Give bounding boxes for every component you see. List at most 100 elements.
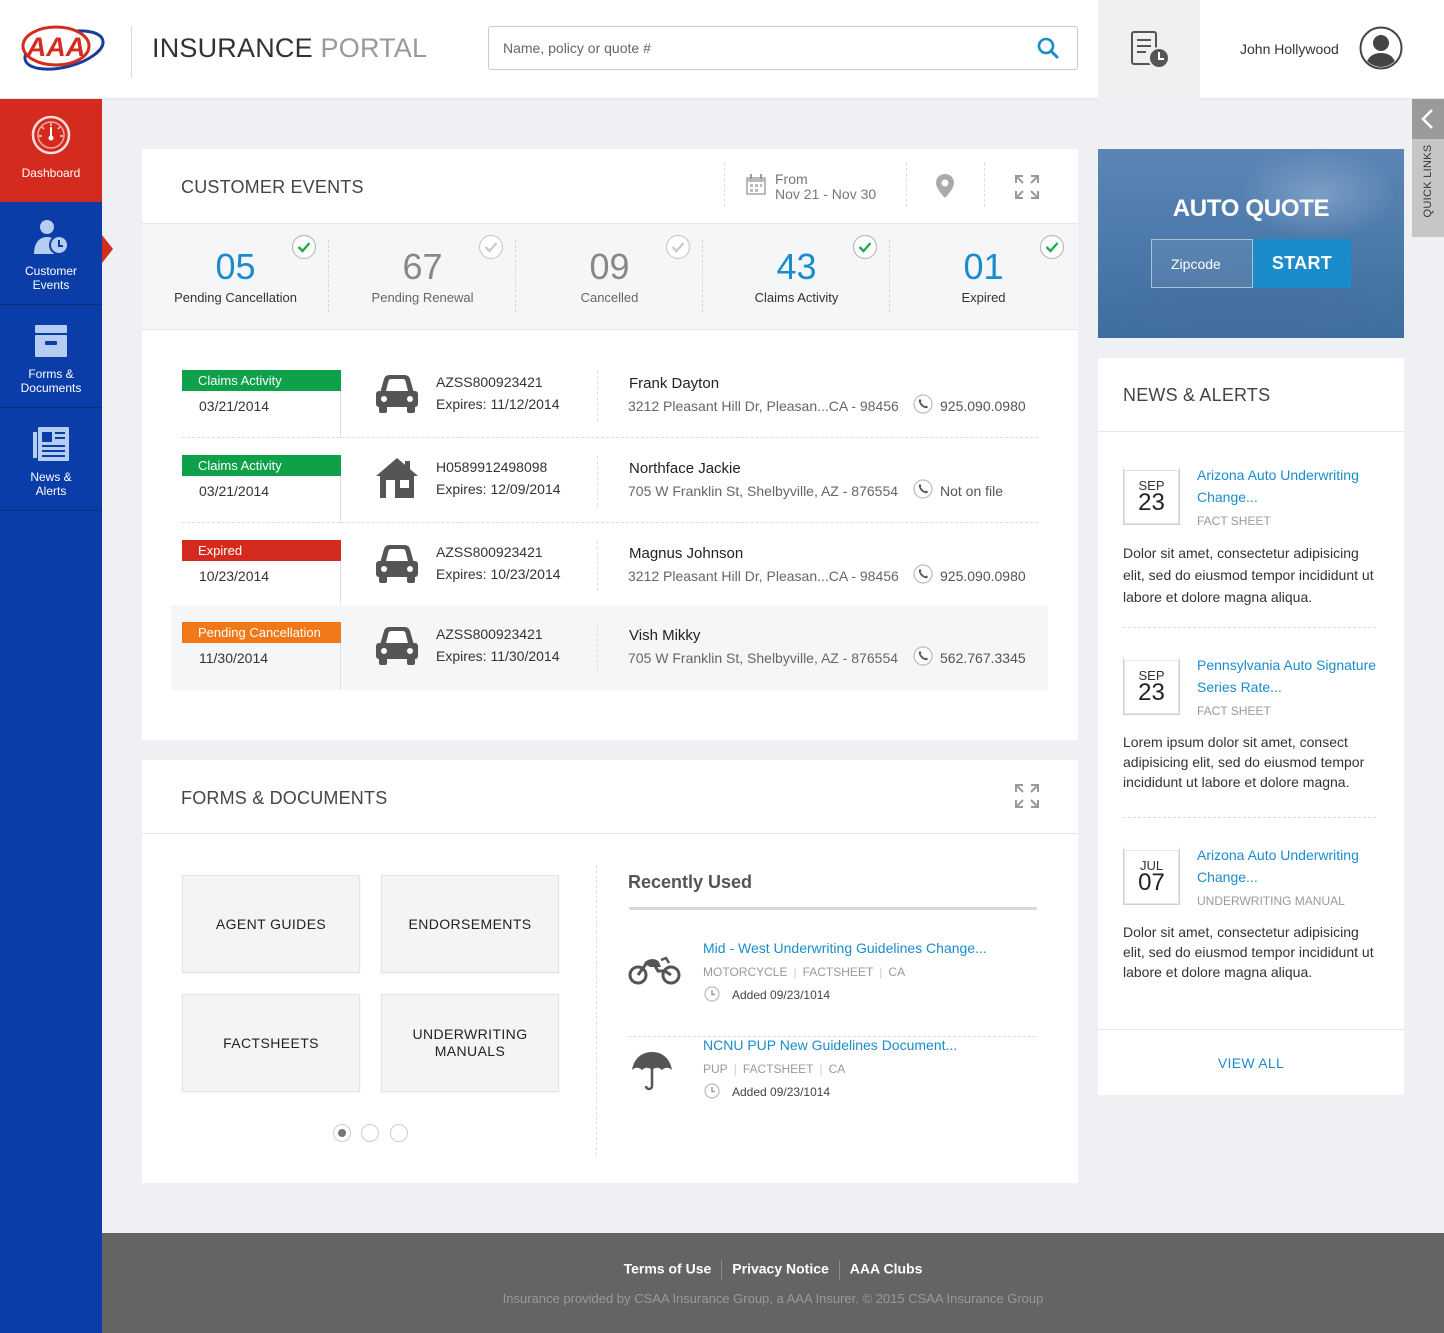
news-tag: UNDERWRITING MANUAL	[1197, 894, 1345, 908]
title-strong: INSURANCE	[152, 33, 313, 63]
user-name[interactable]: John Hollywood	[1240, 41, 1339, 57]
check-circle-icon[interactable]	[291, 234, 317, 260]
motorcycle-icon	[628, 954, 682, 994]
search-box[interactable]	[488, 26, 1078, 70]
carousel-dot[interactable]	[390, 1124, 408, 1142]
sidebar-item-customer-events[interactable]: Customer Events	[0, 202, 102, 305]
tag: FACTSHEET	[742, 1062, 814, 1076]
check-circle-icon[interactable]	[1039, 234, 1065, 260]
tag-separator: |	[793, 965, 797, 979]
recently-used-title: Recently Used	[628, 872, 753, 892]
footer-link-terms[interactable]: Terms of Use	[623, 1260, 712, 1277]
stat-number: 01	[963, 246, 1004, 287]
title-light: PORTAL	[320, 33, 428, 63]
policy-number[interactable]: AZSS800923421	[436, 374, 543, 390]
row-divider	[340, 476, 341, 523]
customer-name[interactable]: Frank Dayton	[629, 375, 720, 392]
carousel-dot[interactable]	[361, 1124, 379, 1142]
date-day: 23	[1138, 489, 1165, 516]
tile-agent-guides[interactable]: AGENT GUIDES	[182, 875, 360, 973]
expand-icon[interactable]	[1014, 174, 1040, 200]
row-divider	[597, 623, 598, 673]
panel-title: CUSTOMER EVENTS	[181, 177, 364, 197]
customer-phone[interactable]: 925.090.0980	[940, 568, 1026, 584]
search-input[interactable]	[503, 27, 1023, 69]
check-circle-icon[interactable]	[852, 234, 878, 260]
row-divider	[340, 643, 341, 690]
row-separator	[628, 1036, 1036, 1037]
view-all-link[interactable]: VIEW ALL	[1217, 1055, 1285, 1071]
event-row[interactable]: Expired 10/23/2014 AZSS800923421 Expires…	[182, 523, 1038, 608]
policy-number[interactable]: AZSS800923421	[436, 626, 543, 642]
stat-claims-activity[interactable]: 43 Claims Activity	[703, 224, 890, 330]
check-circle-icon[interactable]	[665, 234, 691, 260]
quick-links-tab[interactable]: QUICK LINKS	[1412, 99, 1444, 237]
stat-pending-renewal[interactable]: 67 Pending Renewal	[329, 224, 516, 330]
event-row[interactable]: Pending Cancellation 11/30/2014 AZSS8009…	[171, 605, 1048, 690]
news-title[interactable]: Arizona Auto Underwriting Change...	[1197, 847, 1359, 885]
search-icon[interactable]	[1037, 37, 1059, 59]
tile-underwriting-manuals[interactable]: UNDERWRITING MANUALS	[381, 994, 559, 1092]
event-row[interactable]: Claims Activity 03/21/2014 H058991249809…	[182, 438, 1038, 523]
tag-separator: |	[733, 1062, 737, 1076]
tile-endorsements[interactable]: ENDORSEMENTS	[381, 875, 559, 973]
news-title[interactable]: Pennsylvania Auto Signature Series Rate.…	[1197, 657, 1377, 695]
tile-factsheets[interactable]: FACTSHEETS	[182, 994, 360, 1092]
sidebar-item-dashboard[interactable]: Dashboard	[0, 99, 102, 202]
customer-phone[interactable]: 925.090.0980	[940, 398, 1026, 414]
customer-phone[interactable]: 562.767.3345	[940, 650, 1026, 666]
status-badge: Expired	[182, 540, 341, 561]
footer-link-clubs[interactable]: AAA Clubs	[849, 1260, 923, 1277]
customer-name[interactable]: Northface Jackie	[629, 460, 741, 477]
recent-item-added: Added 09/23/1014	[732, 1085, 831, 1099]
recent-item[interactable]: Mid - West Underwriting Guidelines Chang…	[628, 940, 1038, 1037]
location-pin-icon[interactable]	[934, 173, 956, 199]
footer-link-privacy[interactable]: Privacy Notice	[732, 1260, 829, 1277]
stat-expired[interactable]: 01 Expired	[890, 224, 1077, 330]
tag: CA	[828, 1062, 846, 1076]
row-divider	[340, 391, 341, 438]
customer-name[interactable]: Vish Mikky	[629, 627, 701, 644]
avatar-icon[interactable]	[1359, 26, 1403, 70]
customer-name[interactable]: Magnus Johnson	[629, 545, 744, 562]
tag: CA	[888, 965, 906, 979]
calendar-icon[interactable]	[745, 174, 767, 196]
customer-address: 705 W Franklin St, Shelbyville, AZ - 876…	[628, 650, 899, 666]
phone-icon	[913, 564, 933, 584]
recent-activity-button[interactable]	[1098, 0, 1200, 99]
start-quote-button[interactable]: START	[1253, 239, 1351, 288]
stat-label: Cancelled	[580, 290, 639, 305]
stat-pending-cancellation[interactable]: 05 Pending Cancellation	[142, 224, 329, 330]
sidebar-item-news-alerts[interactable]: News & Alerts	[0, 408, 102, 511]
recent-item-title[interactable]: NCNU PUP New Guidelines Document...	[703, 1037, 958, 1053]
policy-number[interactable]: H0589912498098	[436, 459, 548, 475]
recent-item[interactable]: NCNU PUP New Guidelines Document... PUP |…	[628, 1037, 1038, 1134]
status-badge: Pending Cancellation	[182, 622, 341, 643]
top-header: AAA INSURANCE PORTAL John Hollywood	[0, 0, 1444, 99]
date-from-label: From	[775, 171, 808, 187]
event-row[interactable]: Claims Activity 03/21/2014 AZSS800923421…	[182, 353, 1038, 438]
carousel-dot-active[interactable]	[333, 1124, 351, 1142]
date-range-value[interactable]: Nov 21 - Nov 30	[775, 186, 877, 202]
date-badge: SEP 23	[1123, 656, 1180, 715]
sidebar-item-forms-documents[interactable]: Forms & Documents	[0, 305, 102, 408]
row-divider	[340, 561, 341, 608]
aaa-logo[interactable]: AAA	[20, 20, 112, 80]
policy-number[interactable]: AZSS800923421	[436, 544, 543, 560]
car-icon	[374, 371, 420, 415]
stat-cancelled[interactable]: 09 Cancelled	[516, 224, 703, 330]
news-title[interactable]: Arizona Auto Underwriting Change...	[1197, 467, 1359, 505]
auto-quote-title: AUTO QUOTE	[1172, 195, 1330, 222]
expand-icon[interactable]	[1014, 783, 1040, 809]
policy-expiry: Expires: 10/23/2014	[436, 566, 561, 582]
news-tag: FACT SHEET	[1197, 704, 1271, 718]
check-circle-icon[interactable]	[478, 234, 504, 260]
zipcode-input[interactable]	[1151, 239, 1253, 288]
news-body: Lorem ipsum dolor sit amet, consect adip…	[1123, 734, 1365, 790]
chevron-left-icon[interactable]	[1412, 99, 1444, 139]
policy-expiry: Expires: 11/12/2014	[436, 396, 560, 412]
stat-separator	[328, 240, 329, 312]
sidebar-item-label: Events	[32, 278, 70, 292]
footer-link-separator	[721, 1260, 723, 1280]
recent-item-title[interactable]: Mid - West Underwriting Guidelines Chang…	[703, 940, 987, 956]
